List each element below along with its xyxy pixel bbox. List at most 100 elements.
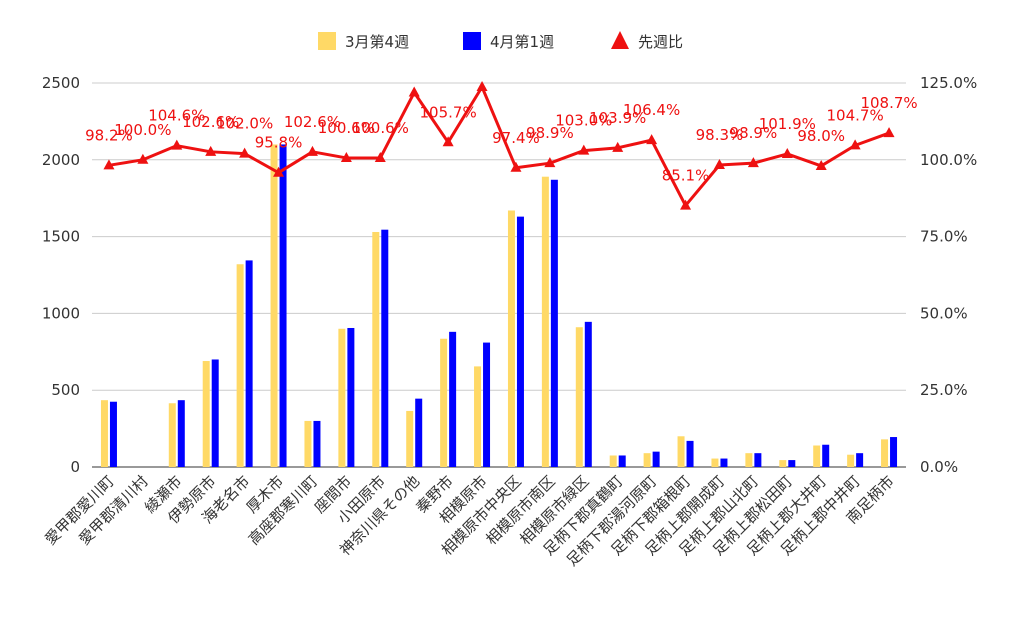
ratio-data-label: 98.9%: [730, 124, 778, 142]
line-point-marker: [306, 145, 318, 156]
ratio-data-label: 102.6%: [284, 113, 341, 131]
ratio-data-label: 103.9%: [589, 109, 646, 127]
bar: [440, 338, 448, 467]
ratio-data-label: 98.2%: [85, 126, 133, 144]
data-labels: 98.2%100.0%104.6%102.6%102.0%95.8%102.6%…: [85, 94, 918, 184]
bar: [338, 328, 346, 467]
bar: [686, 440, 694, 467]
bar: [643, 453, 651, 467]
line-point-marker: [171, 139, 183, 150]
ratio-data-label: 97.4%: [492, 129, 540, 147]
line-point-marker: [442, 136, 454, 147]
ratio-data-label: 106.4%: [623, 101, 680, 119]
y-left-tick-label: 2000: [42, 151, 80, 169]
line-point-marker: [408, 86, 420, 97]
ratio-data-label: 102.6%: [182, 113, 239, 131]
bar: [474, 366, 482, 467]
ratio-line-path: [108, 85, 890, 208]
bar: [575, 327, 583, 467]
bar: [788, 460, 796, 467]
line-point-marker: [849, 139, 861, 150]
ratio-data-label: 98.9%: [526, 124, 574, 142]
bar: [541, 176, 549, 468]
y-right-tick-label: 50.0%: [920, 304, 968, 322]
bar: [236, 264, 244, 467]
line-point-marker: [137, 153, 149, 164]
legend-label: 先週比: [638, 33, 683, 51]
bar: [881, 439, 889, 467]
legend: 3月第4週 4月第1週 先週比: [318, 31, 683, 51]
bars: [100, 144, 898, 468]
ratio-data-label: 100.0%: [114, 121, 171, 139]
line-point-marker: [476, 80, 488, 91]
bar: [483, 342, 491, 467]
legend-triangle-icon: [611, 31, 629, 49]
line-point-marker: [340, 151, 352, 162]
line-point-marker: [544, 157, 556, 168]
ratio-data-label: 100.6%: [352, 119, 409, 137]
bar: [211, 359, 219, 467]
line-point-marker: [713, 159, 725, 170]
bar: [415, 398, 423, 467]
bar: [584, 321, 592, 467]
y-left-tick-label: 500: [51, 381, 80, 399]
bar: [109, 401, 117, 467]
bar: [745, 453, 753, 467]
ratio-data-label: 98.0%: [797, 127, 845, 145]
line-point-marker: [239, 147, 251, 158]
line-point-marker: [205, 145, 217, 156]
bar: [652, 451, 660, 467]
bar: [618, 455, 626, 467]
bar: [779, 460, 787, 467]
ratio-data-label: 108.7%: [860, 94, 917, 112]
bar: [381, 229, 389, 467]
bar: [372, 231, 380, 467]
bar: [813, 445, 821, 467]
y-left-tick-label: 1000: [42, 304, 80, 322]
bar: [856, 453, 864, 467]
bar: [202, 361, 210, 467]
y-right-tick-label: 25.0%: [920, 381, 968, 399]
y-right-tick-label: 75.0%: [920, 228, 968, 246]
ratio-data-label: 103.0%: [555, 112, 612, 130]
line-point-marker: [781, 147, 793, 158]
bar: [754, 453, 762, 467]
ratio-data-label: 104.7%: [827, 106, 884, 124]
bar: [449, 331, 457, 467]
bar: [822, 444, 830, 467]
ratio-data-label: 95.8%: [255, 134, 303, 152]
bar: [847, 454, 855, 467]
line-point-marker: [374, 151, 386, 162]
ratio-data-label: 105.7%: [420, 103, 477, 121]
ratio-data-label: 100.6%: [318, 119, 375, 137]
bar: [168, 403, 176, 467]
bar: [313, 420, 321, 467]
legend-swatch: [463, 32, 481, 50]
ratio-data-label: 98.3%: [696, 126, 744, 144]
line-point-marker: [815, 159, 827, 170]
line-point-marker: [612, 141, 624, 152]
ratio-data-label: 102.0%: [216, 115, 273, 133]
line-point-marker: [680, 199, 692, 210]
line-point-marker: [883, 127, 895, 138]
bar: [507, 210, 515, 467]
bar: [516, 216, 524, 467]
line-point-marker: [747, 157, 759, 168]
y-right-tick-label: 125.0%: [920, 74, 977, 92]
y-left-tick-label: 1500: [42, 228, 80, 246]
bar: [100, 400, 108, 467]
bar: [304, 420, 312, 467]
bar: [245, 260, 253, 467]
ratio-data-label: 85.1%: [662, 167, 710, 185]
bar: [711, 458, 719, 467]
bar: [279, 144, 287, 467]
bar: [677, 436, 685, 467]
gridlines: [92, 82, 906, 468]
line-point-marker: [646, 134, 658, 145]
ratio-line: [103, 80, 895, 210]
line-point-marker: [273, 166, 285, 177]
y-left-tick-label: 2500: [42, 74, 80, 92]
legend-label: 4月第1週: [490, 33, 554, 51]
bar: [177, 400, 185, 467]
bar: [609, 455, 617, 467]
